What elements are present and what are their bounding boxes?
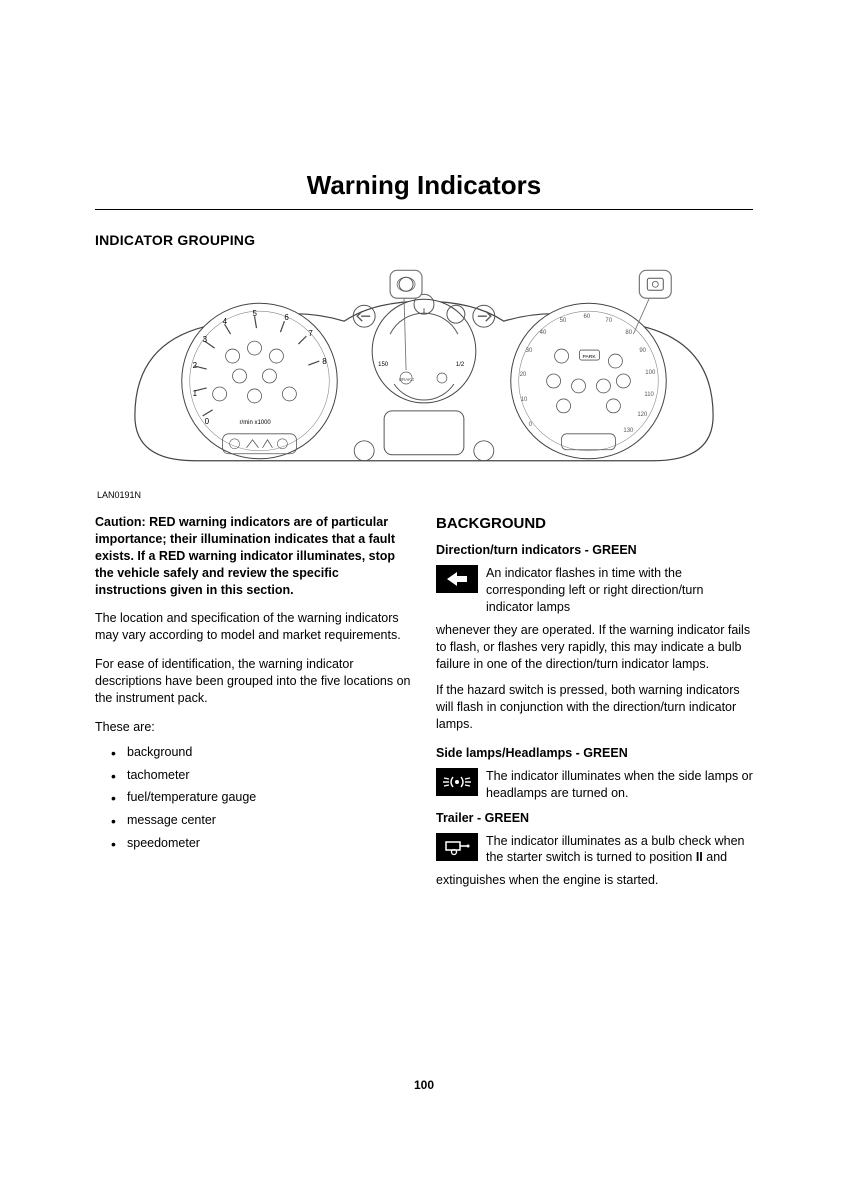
diagram-reference: LAN0191N (97, 490, 753, 500)
list-item: tachometer (111, 767, 412, 784)
svg-text:0: 0 (205, 417, 210, 426)
svg-text:90: 90 (639, 348, 646, 354)
sidelamps-text: The indicator illuminates when the side … (486, 768, 753, 802)
trailer-block: The indicator illuminates as a bulb chec… (436, 833, 753, 867)
svg-text:50: 50 (560, 318, 567, 324)
location-list: background tachometer fuel/temperature g… (95, 744, 412, 852)
caution-text: Caution: RED warning indicators are of p… (95, 514, 412, 598)
turn-indicator-cont: whenever they are operated. If the warni… (436, 622, 753, 673)
left-para-1: The location and specification of the wa… (95, 610, 412, 644)
sidelamps-heading: Side lamps/Headlamps - GREEN (436, 745, 753, 762)
trailer-heading: Trailer - GREEN (436, 810, 753, 827)
list-item: speedometer (111, 835, 412, 852)
sidelamps-block: The indicator illuminates when the side … (436, 768, 753, 802)
left-para-2: For ease of identification, the warning … (95, 656, 412, 707)
svg-text:5: 5 (253, 309, 258, 318)
page-number: 100 (0, 1078, 848, 1092)
svg-text:60: 60 (584, 314, 591, 320)
trailer-text: The indicator illuminates as a bulb chec… (486, 833, 753, 867)
svg-text:8: 8 (322, 357, 327, 366)
svg-text:2: 2 (193, 361, 198, 370)
content-columns: Caution: RED warning indicators are of p… (95, 514, 753, 899)
svg-text:PARK: PARK (583, 354, 597, 360)
turn-indicator-heading: Direction/turn indicators - GREEN (436, 542, 753, 559)
left-column: Caution: RED warning indicators are of p… (95, 514, 412, 899)
svg-text:130: 130 (623, 428, 634, 434)
svg-text:6: 6 (284, 313, 289, 322)
headlamp-icon (436, 768, 478, 796)
svg-text:100: 100 (645, 370, 656, 376)
page-title: Warning Indicators (95, 170, 753, 201)
svg-text:4: 4 (223, 317, 228, 326)
background-heading: BACKGROUND (436, 514, 753, 534)
svg-text:40: 40 (540, 330, 547, 336)
trailer-icon (436, 833, 478, 861)
section-heading: INDICATOR GROUPING (95, 232, 753, 248)
svg-text:110: 110 (644, 392, 654, 398)
svg-text:20: 20 (520, 372, 527, 378)
svg-text:120: 120 (637, 412, 648, 418)
right-column: BACKGROUND Direction/turn indicators - G… (436, 514, 753, 899)
list-item: message center (111, 812, 412, 829)
title-rule (95, 209, 753, 210)
svg-text:80: 80 (625, 330, 632, 336)
list-intro: These are: (95, 719, 412, 736)
svg-text:r/min x1000: r/min x1000 (240, 420, 272, 426)
instrument-cluster-diagram: 01 23 45 67 8 r/min x1000 1501/2 BRAKE 0… (95, 266, 753, 486)
svg-text:3: 3 (203, 335, 208, 344)
svg-text:7: 7 (308, 329, 313, 338)
list-item: fuel/temperature gauge (111, 789, 412, 806)
trailer-cont: extinguishes when the engine is started. (436, 872, 753, 889)
svg-text:70: 70 (605, 318, 612, 324)
hazard-para: If the hazard switch is pressed, both wa… (436, 682, 753, 733)
svg-text:30: 30 (526, 348, 533, 354)
svg-text:1/2: 1/2 (456, 362, 465, 368)
svg-text:150: 150 (378, 362, 389, 368)
turn-indicator-block: An indicator flashes in time with the co… (436, 565, 753, 616)
svg-text:1: 1 (193, 389, 198, 398)
list-item: background (111, 744, 412, 761)
svg-text:10: 10 (521, 397, 528, 403)
svg-text:BRAKE: BRAKE (399, 377, 414, 382)
turn-indicator-text: An indicator flashes in time with the co… (486, 565, 753, 616)
turn-arrow-icon (436, 565, 478, 593)
